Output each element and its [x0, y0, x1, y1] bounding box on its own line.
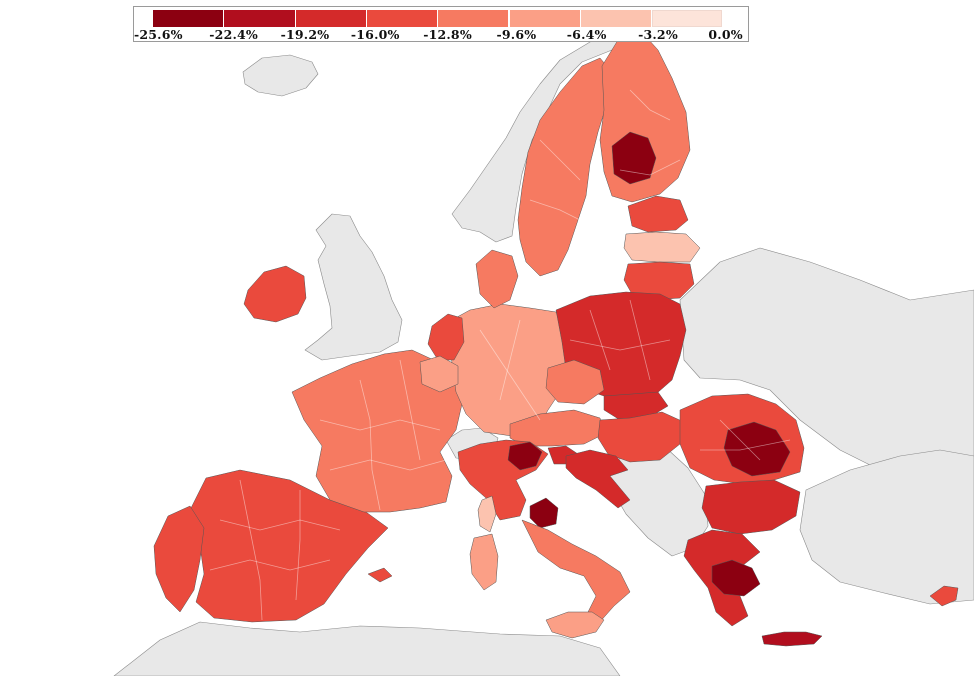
- region-netherlands: [427, 313, 465, 361]
- legend-swatch-3: [366, 10, 438, 27]
- region-subdivision-border: [479, 329, 541, 421]
- region-subdivision-border: [569, 339, 671, 351]
- region-france: [291, 349, 463, 513]
- region-attica: [711, 559, 761, 597]
- region-iceland: [242, 54, 319, 97]
- region-belgium: [419, 355, 459, 393]
- map-regions: [113, 21, 974, 676]
- region-lithuania: [623, 261, 695, 301]
- region-subdivision-border: [539, 139, 581, 181]
- legend-swatch-7: [652, 10, 723, 27]
- region-subdivision-border: [719, 419, 761, 461]
- region-estonia: [627, 195, 689, 233]
- region-subdivision-border: [700, 439, 791, 451]
- region-sardinia: [469, 533, 499, 591]
- region-ireland: [243, 265, 307, 323]
- region-subdivision-border: [219, 519, 341, 531]
- legend-tick-label: -6.4%: [566, 27, 607, 42]
- region-latvia: [623, 231, 701, 263]
- region-subdivision-border: [529, 199, 581, 221]
- region-hungary: [597, 411, 685, 463]
- legend-tick-label: -25.6%: [134, 27, 183, 42]
- region-subdivision-border: [629, 89, 671, 121]
- legend-tick-label: -22.4%: [209, 27, 259, 42]
- region-croatia: [565, 449, 631, 509]
- region-subdivision-border: [319, 419, 441, 431]
- region-southern-italy: [521, 519, 631, 625]
- region-united-kingdom: [304, 213, 403, 361]
- region-slovakia: [603, 391, 669, 421]
- legend-tick-label: 0.0%: [708, 27, 743, 42]
- legend-swatch-6: [580, 10, 652, 27]
- legend-tick-label: -9.6%: [496, 27, 537, 42]
- region-subdivision-border: [209, 559, 331, 571]
- legend-swatch-5: [509, 10, 580, 27]
- region-balearic-islands: [367, 567, 393, 583]
- legend-tick-label: -16.0%: [350, 27, 400, 42]
- region-subdivision-border: [499, 319, 521, 401]
- legend-swatch-0: [153, 10, 224, 27]
- region-umbria: [529, 497, 559, 529]
- legend-swatch-2: [295, 10, 366, 27]
- legend-tick-label: -12.8%: [423, 27, 472, 42]
- region-portugal: [153, 505, 205, 613]
- region-subdivision-border: [589, 309, 611, 371]
- region-eastern-finland: [611, 131, 657, 185]
- region-bulgaria: [701, 479, 801, 535]
- region-subdivision-border: [359, 379, 381, 511]
- region-czechia: [545, 359, 605, 405]
- legend-swatch-1: [224, 10, 295, 27]
- color-legend: -25.6% -22.4% -19.2% -16.0% -12.8% -9.6% -6.4%…: [133, 6, 749, 42]
- region-sweden: [517, 57, 611, 277]
- region-turkey: [799, 449, 974, 605]
- legend-tick-label: -19.2%: [280, 27, 330, 42]
- region-subdivision-border: [295, 490, 301, 601]
- legend-tick-label: -3.2%: [638, 27, 678, 42]
- region-eastern-romania: [723, 421, 791, 477]
- region-subdivision-border: [329, 459, 447, 471]
- region-corsica: [477, 495, 497, 533]
- region-subdivision-border: [239, 479, 263, 621]
- region-north-africa: [113, 621, 621, 676]
- legend-swatch-4: [438, 10, 509, 27]
- map-region-details: [209, 89, 791, 621]
- region-cyprus: [929, 585, 959, 607]
- region-subdivision-border: [399, 359, 421, 461]
- region-subdivision-border: [619, 159, 681, 176]
- region-spain: [189, 469, 389, 623]
- region-crete: [761, 631, 823, 647]
- region-veneto: [507, 441, 543, 471]
- region-sicily: [545, 611, 605, 639]
- region-denmark: [475, 249, 519, 309]
- region-subdivision-border: [629, 299, 651, 381]
